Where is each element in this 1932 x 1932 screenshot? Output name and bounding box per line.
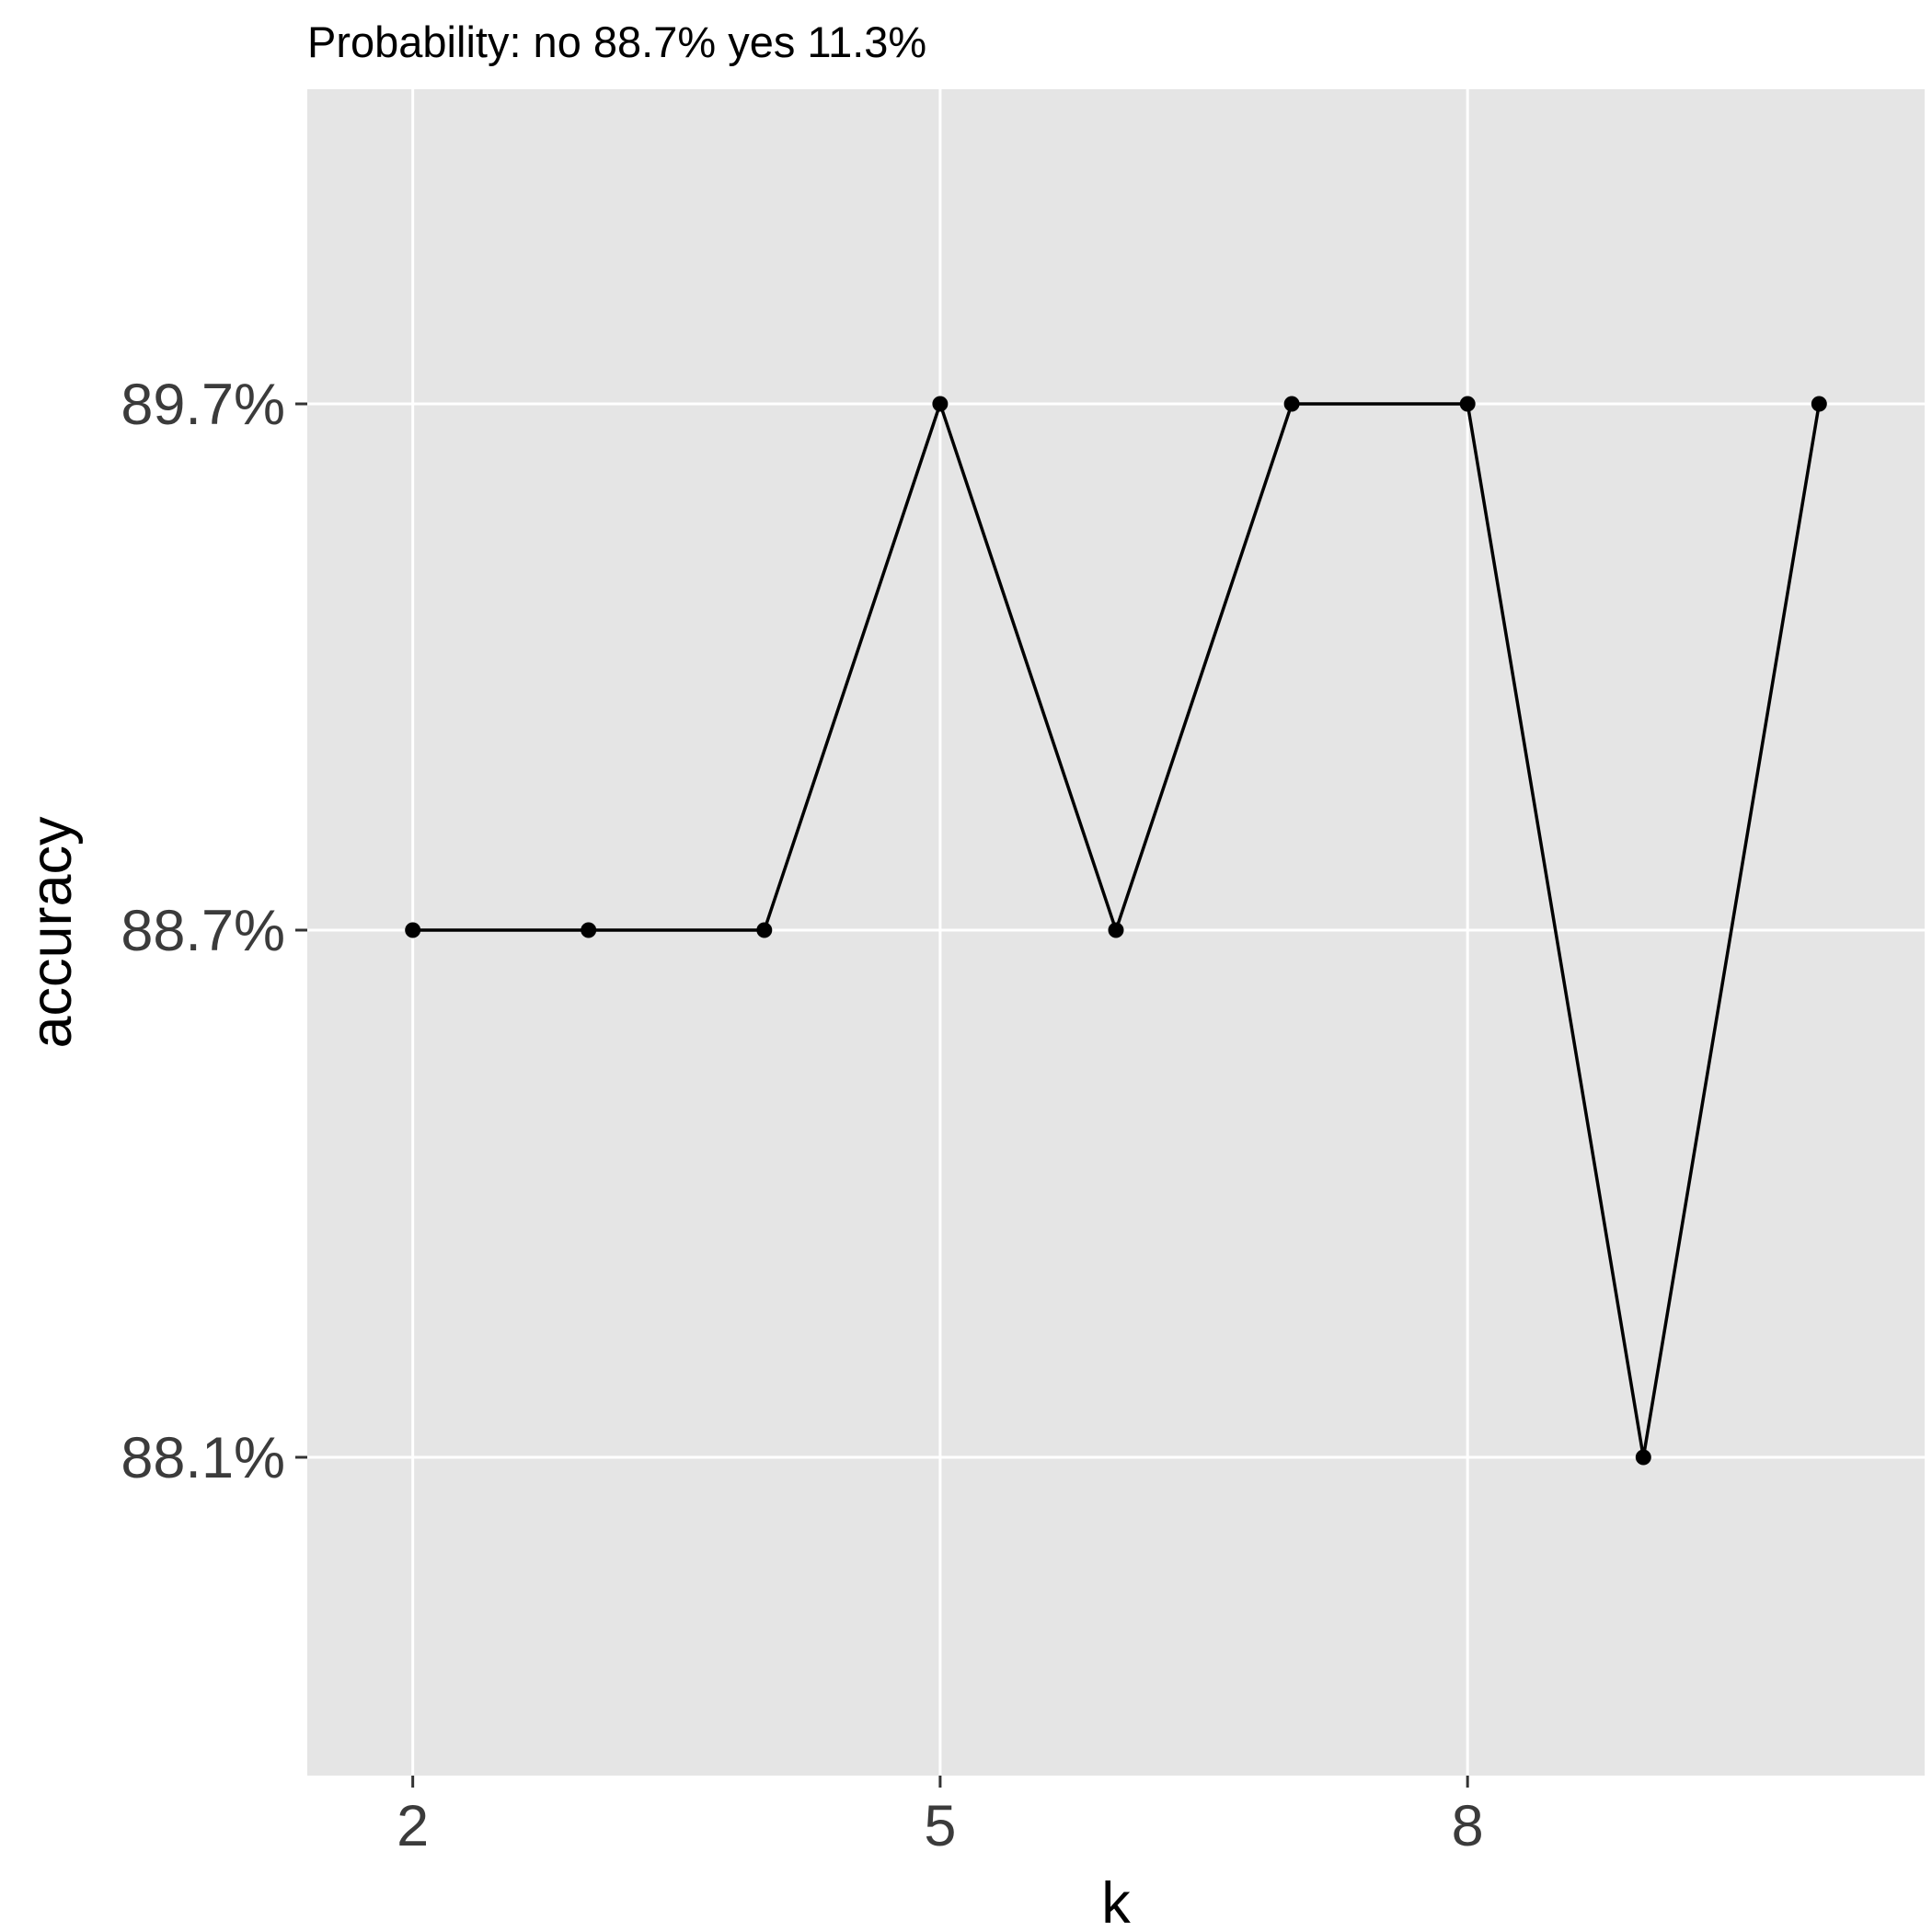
data-point — [581, 922, 597, 938]
x-tick-label: 8 — [1452, 1794, 1484, 1858]
y-axis-title: accuracy — [19, 816, 84, 1049]
data-point — [1811, 396, 1827, 412]
data-point — [932, 396, 949, 412]
y-tick-label: 89.7% — [121, 373, 285, 437]
series-layer — [405, 396, 1827, 1466]
data-point — [1283, 396, 1300, 412]
data-point — [1459, 396, 1476, 412]
tick-labels: 88.1% 88.7% 89.7% 2 5 8 — [121, 373, 1483, 1858]
y-tick-label: 88.1% — [121, 1426, 285, 1490]
y-tick-label: 88.7% — [121, 899, 285, 963]
data-point — [756, 922, 773, 938]
data-point — [405, 922, 421, 938]
axis-ticks — [295, 402, 1469, 1788]
data-point — [1635, 1449, 1651, 1466]
x-tick-label: 2 — [397, 1794, 429, 1858]
data-point — [1108, 922, 1124, 938]
chart-subtitle: Probability: no 88.7% yes 11.3% — [307, 17, 926, 66]
x-tick-label: 5 — [924, 1794, 956, 1858]
x-axis-title: k — [1101, 1871, 1131, 1932]
